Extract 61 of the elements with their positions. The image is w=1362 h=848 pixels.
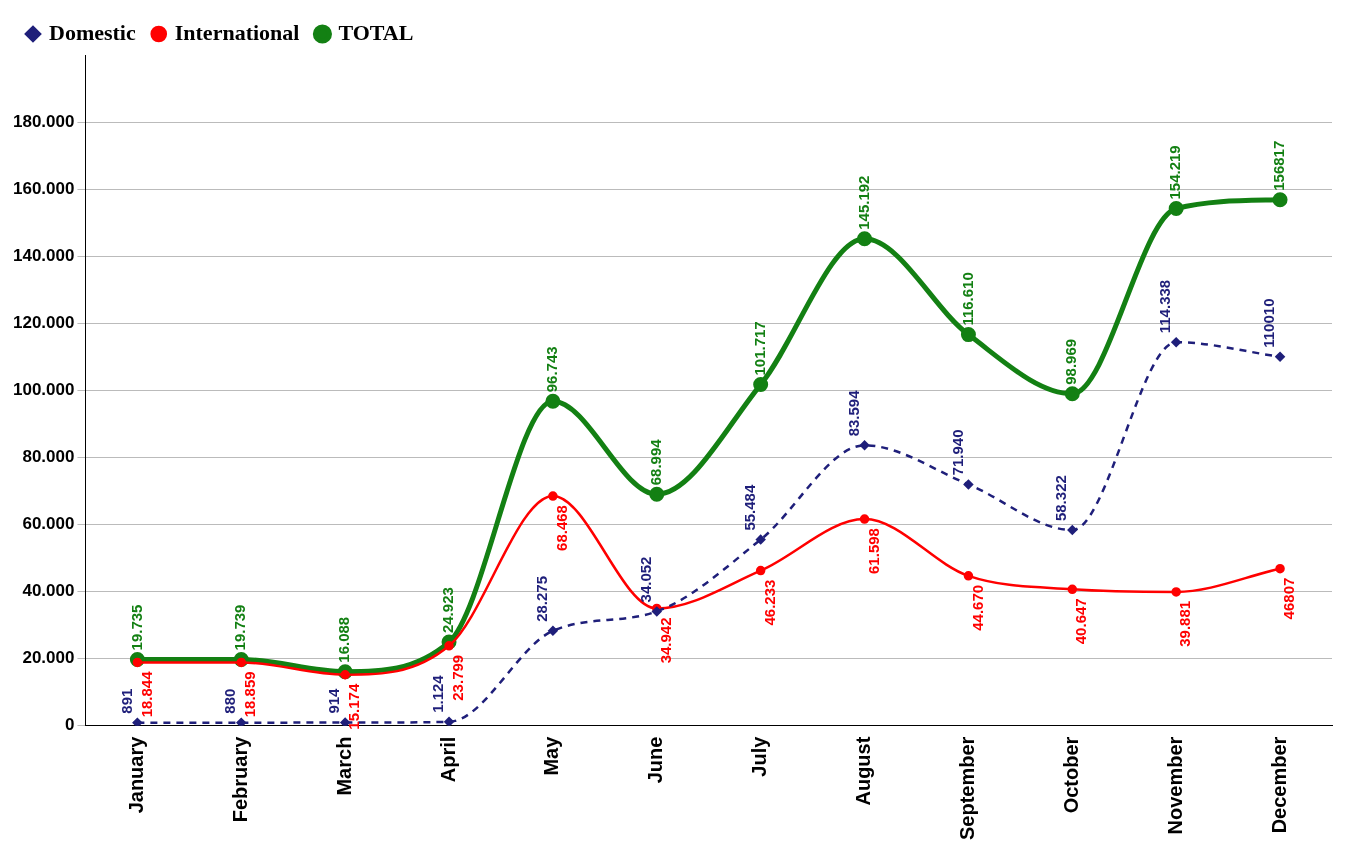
data-label: 116.610 (958, 272, 976, 326)
data-label: 40.647 (1072, 598, 1090, 645)
x-tick-label: October (1059, 736, 1082, 814)
data-label: 34.052 (636, 556, 654, 603)
data-label: 34.942 (656, 617, 674, 664)
x-tick-label: November (1163, 736, 1186, 835)
data-label: 18.859 (241, 671, 259, 718)
data-label: 46807 (1280, 577, 1298, 620)
data-label: 39.881 (1176, 600, 1194, 647)
y-tick-label: 120.000 (13, 312, 75, 332)
x-tick-label: March (332, 736, 355, 796)
data-label: 891 (117, 688, 135, 714)
x-tick-label: April (436, 736, 459, 783)
x-tick-label: December (1267, 736, 1290, 834)
y-tick-label: 180.000 (13, 111, 75, 131)
y-tick-label: 80.000 (22, 447, 75, 467)
y-tick-label: 40.000 (22, 581, 75, 601)
data-label: 44.670 (968, 584, 986, 631)
data-label: 156817 (1270, 140, 1288, 191)
data-label: 19.739 (231, 604, 249, 651)
data-label: 18.844 (137, 670, 155, 718)
data-label: 114.338 (1156, 279, 1174, 334)
data-label: 15.174 (345, 683, 363, 730)
y-tick-label: 20.000 (22, 648, 75, 668)
data-label: 71.940 (948, 429, 966, 476)
data-label: 55.484 (740, 484, 758, 531)
legend-label: International (174, 19, 300, 45)
data-label: 145.192 (854, 175, 872, 230)
x-tick-label: January (124, 735, 147, 814)
x-tick-label: August (852, 736, 875, 806)
data-label: 83.594 (844, 389, 862, 437)
y-tick-label: 100.000 (13, 380, 75, 399)
data-label: 28.275 (533, 575, 551, 622)
legend-label: TOTAL (338, 19, 414, 45)
y-tick-label: 60.000 (22, 514, 75, 534)
data-label: 914 (325, 687, 343, 714)
data-label: 24.923 (439, 587, 457, 634)
x-tick-label: June (644, 736, 667, 784)
x-tick-label: May (540, 735, 563, 776)
data-label: 880 (221, 688, 239, 714)
data-label: 19.735 (127, 604, 145, 651)
legend-label: Domestic (49, 19, 136, 45)
y-tick-label: 140.000 (13, 245, 75, 265)
data-label: 110010 (1260, 298, 1278, 348)
x-tick-label: February (228, 735, 251, 823)
data-label: 68.468 (553, 505, 571, 551)
x-tick-label: July (748, 735, 771, 777)
data-label: 1.124 (429, 674, 447, 713)
y-tick-label: 0 (64, 715, 75, 735)
data-label: 96.743 (543, 346, 561, 393)
data-label: 68.994 (646, 438, 664, 486)
data-label: 154.219 (1166, 145, 1184, 200)
y-tick-label: 160.000 (13, 178, 75, 198)
data-label: 58.322 (1052, 475, 1070, 522)
data-label: 98.969 (1062, 338, 1080, 385)
x-tick-label: September (955, 736, 978, 841)
data-label: 16.088 (335, 616, 353, 663)
data-label: 61.598 (864, 528, 882, 574)
data-label: 23.799 (449, 654, 467, 701)
data-label: 46.233 (760, 579, 778, 626)
data-label: 101.717 (750, 321, 768, 376)
